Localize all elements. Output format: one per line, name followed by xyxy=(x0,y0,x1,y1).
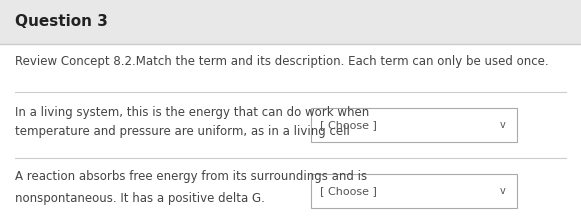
Text: Question 3: Question 3 xyxy=(15,15,107,29)
Text: v: v xyxy=(500,186,505,196)
Text: nonspontaneous. It has a positive delta G.: nonspontaneous. It has a positive delta … xyxy=(15,191,264,205)
Text: A reaction absorbs free energy from its surroundings and is: A reaction absorbs free energy from its … xyxy=(15,169,367,183)
Text: In a living system, this is the energy that can do work when: In a living system, this is the energy t… xyxy=(15,106,369,119)
Text: temperature and pressure are uniform, as in a living cell: temperature and pressure are uniform, as… xyxy=(15,125,349,139)
Text: [ Choose ]: [ Choose ] xyxy=(320,186,376,196)
FancyBboxPatch shape xyxy=(311,174,517,208)
FancyBboxPatch shape xyxy=(311,108,517,142)
FancyBboxPatch shape xyxy=(0,0,581,44)
Text: [ Choose ]: [ Choose ] xyxy=(320,120,376,130)
Text: Review Concept 8.2.Match the term and its description. Each term can only be use: Review Concept 8.2.Match the term and it… xyxy=(15,55,548,68)
Text: v: v xyxy=(500,120,505,130)
